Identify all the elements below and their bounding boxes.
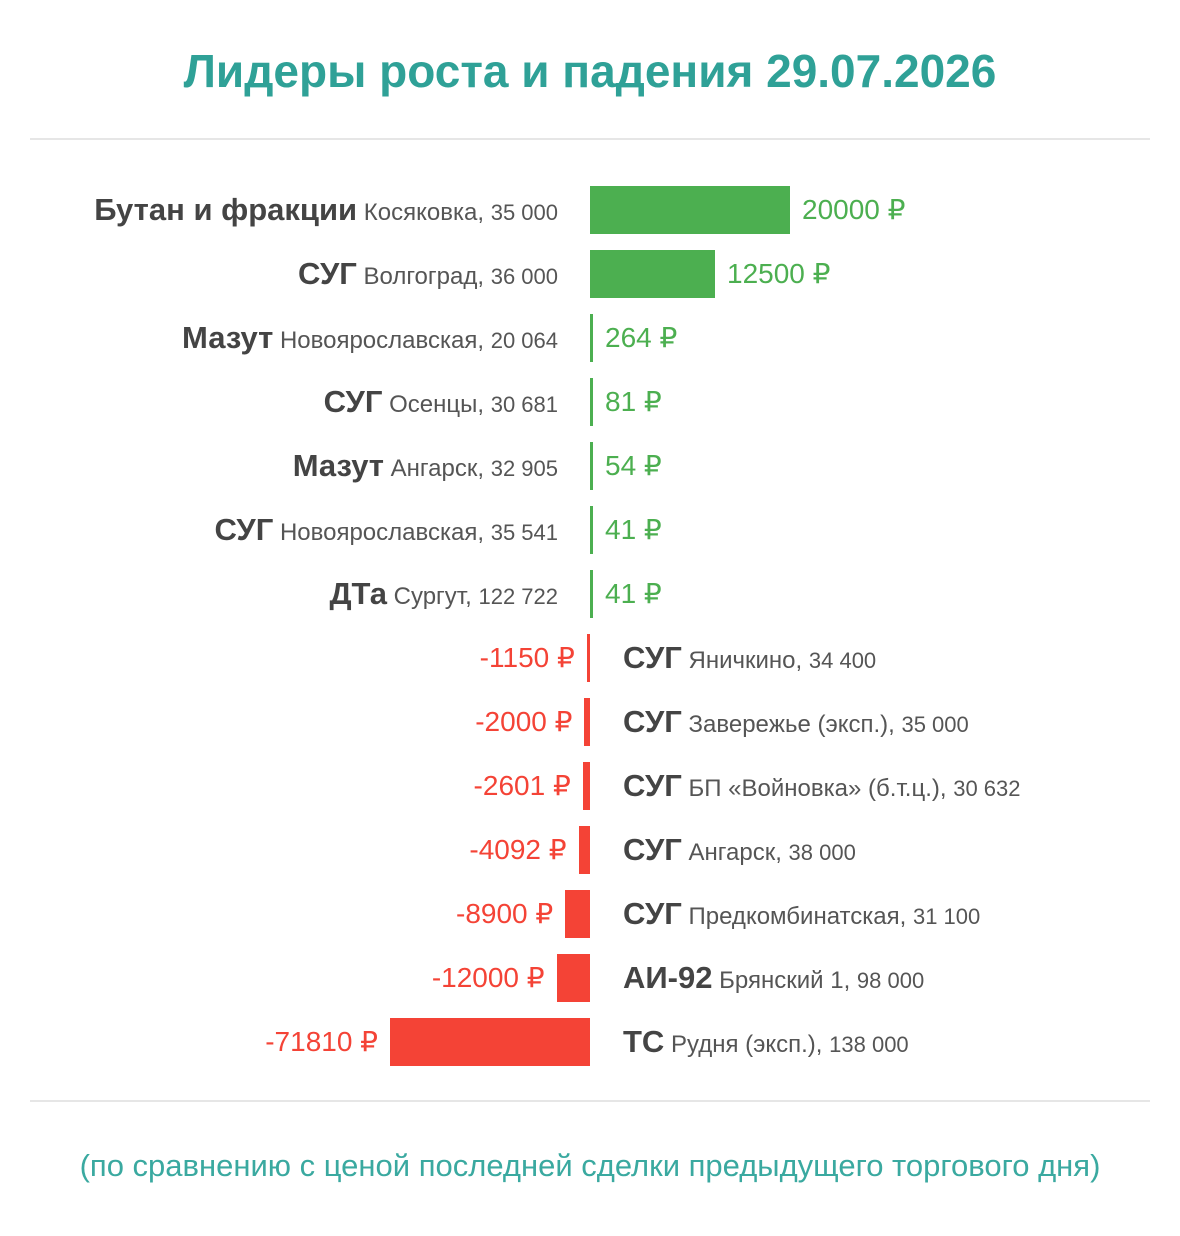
category-label-5: СУГ Новоярославская, 35 541 xyxy=(214,512,558,547)
category-product-10: СУГ xyxy=(623,832,682,867)
bar-1 xyxy=(590,250,715,298)
category-place-10: Ангарск xyxy=(688,839,776,866)
category-label-11: СУГ Предкомбинатская, 31 100 xyxy=(623,896,981,931)
category-volume-7: 34 400 xyxy=(808,648,877,673)
value-label-0: 20000 ₽ xyxy=(802,194,906,225)
value-label-11: -8900 ₽ xyxy=(456,898,554,929)
category-product-9: СУГ xyxy=(623,768,682,803)
bar-12 xyxy=(556,954,590,1002)
category-product-1: СУГ xyxy=(297,256,357,291)
category-volume-2: 20 064 xyxy=(490,328,558,353)
bar-0 xyxy=(590,186,790,234)
category-product-7: СУГ xyxy=(623,640,682,675)
category-place-6: Сургут xyxy=(393,583,466,610)
category-place-8: Заверeжье (эксп.) xyxy=(688,711,889,738)
category-volume-1: 36 000 xyxy=(490,264,558,289)
category-place-2: Новоярославская xyxy=(279,327,478,354)
category-place-3: Осенцы xyxy=(389,391,478,418)
category-product-0: Бутан и фракции xyxy=(94,192,358,227)
value-label-13: -71810 ₽ xyxy=(265,1026,378,1057)
bar-10 xyxy=(578,826,590,874)
category-label-9: СУГ БП «Войновка» (б.т.ц.), 30 632 xyxy=(623,768,1021,803)
bar-7 xyxy=(586,634,590,682)
category-volume-10: 38 000 xyxy=(788,840,856,865)
category-place-0: Косяковка xyxy=(363,199,478,226)
category-label-6: ДТа Сургут, 122 722 xyxy=(329,576,558,611)
value-label-3: 81 ₽ xyxy=(605,386,662,417)
category-label-2: Мазут Новоярославская, 20 064 xyxy=(182,320,558,355)
bar-5 xyxy=(590,506,593,554)
value-label-5: 41 ₽ xyxy=(605,514,662,545)
category-volume-12: 98 000 xyxy=(856,968,925,993)
category-place-7: Яничкино xyxy=(688,647,796,674)
category-volume-13: 138 000 xyxy=(829,1032,909,1057)
bar-8 xyxy=(584,698,590,746)
value-label-10: -4092 ₽ xyxy=(469,834,567,865)
category-place-13: Рудня (эксп.) xyxy=(671,1031,816,1058)
category-volume-4: 32 905 xyxy=(490,456,558,481)
category-volume-6: 122 722 xyxy=(478,584,558,609)
value-label-4: 54 ₽ xyxy=(605,450,662,481)
category-product-12: АИ-92 xyxy=(623,960,713,995)
category-product-3: СУГ xyxy=(323,384,383,419)
category-place-11: Предкомбинатская xyxy=(688,903,900,930)
value-label-2: 264 ₽ xyxy=(605,322,678,353)
category-volume-9: 30 632 xyxy=(953,776,1021,801)
category-place-5: Новоярославская xyxy=(279,519,478,546)
category-place-1: Волгоград xyxy=(363,263,478,290)
bar-2 xyxy=(590,314,593,362)
bar-9 xyxy=(582,762,590,810)
value-label-9: -2601 ₽ xyxy=(473,770,571,801)
value-label-8: -2000 ₽ xyxy=(475,706,573,737)
category-label-13: ТС Рудня (эксп.), 138 000 xyxy=(623,1024,909,1059)
bar-4 xyxy=(590,442,593,490)
category-volume-11: 31 100 xyxy=(912,904,981,929)
category-place-12: Брянский 1 xyxy=(719,967,844,994)
category-label-4: Мазут Ангарск, 32 905 xyxy=(292,448,558,483)
bar-3 xyxy=(590,378,593,426)
bar-6 xyxy=(590,570,593,618)
category-product-8: СУГ xyxy=(623,704,682,739)
category-product-13: ТС xyxy=(623,1024,665,1059)
category-label-0: Бутан и фракции Косяковка, 35 000 xyxy=(94,192,558,227)
category-product-4: Мазут xyxy=(292,448,384,483)
bottom-divider xyxy=(30,1100,1150,1102)
page-title: Лидеры роста и падения 29.07.2026 xyxy=(183,45,997,97)
bar-13 xyxy=(390,1018,590,1066)
category-volume-5: 35 541 xyxy=(490,520,558,545)
category-product-11: СУГ xyxy=(623,896,682,931)
category-place-4: Ангарск xyxy=(390,455,478,482)
category-label-8: СУГ Заверeжье (эксп.), 35 000 xyxy=(623,704,969,739)
category-label-10: СУГ Ангарск, 38 000 xyxy=(623,832,856,867)
change-bar-chart: 20000 ₽ Бутан и фракции Косяковка, 35 000… xyxy=(0,150,1180,1090)
category-place-9: БП «Войновка» (б.т.ц.) xyxy=(688,775,940,802)
category-product-5: СУГ xyxy=(214,512,274,547)
category-label-3: СУГ Осенцы, 30 681 xyxy=(323,384,558,419)
value-label-7: -1150 ₽ xyxy=(479,642,575,673)
value-label-12: -12000 ₽ xyxy=(431,962,545,993)
category-volume-3: 30 681 xyxy=(490,392,558,417)
bar-11 xyxy=(565,890,590,938)
category-volume-0: 35 000 xyxy=(490,200,558,225)
category-volume-8: 35 000 xyxy=(901,712,969,737)
value-label-6: 41 ₽ xyxy=(605,578,662,609)
value-label-1: 12500 ₽ xyxy=(727,258,831,289)
category-label-12: АИ-92 Брянский 1, 98 000 xyxy=(623,960,925,995)
footnote: (по сравнению с ценой последней сделки п… xyxy=(79,1148,1101,1183)
category-label-7: СУГ Яничкино, 34 400 xyxy=(623,640,877,675)
category-label-1: СУГ Волгоград, 36 000 xyxy=(297,256,558,291)
category-product-6: ДТа xyxy=(329,576,387,611)
category-product-2: Мазут xyxy=(182,320,274,355)
top-divider xyxy=(30,138,1150,140)
